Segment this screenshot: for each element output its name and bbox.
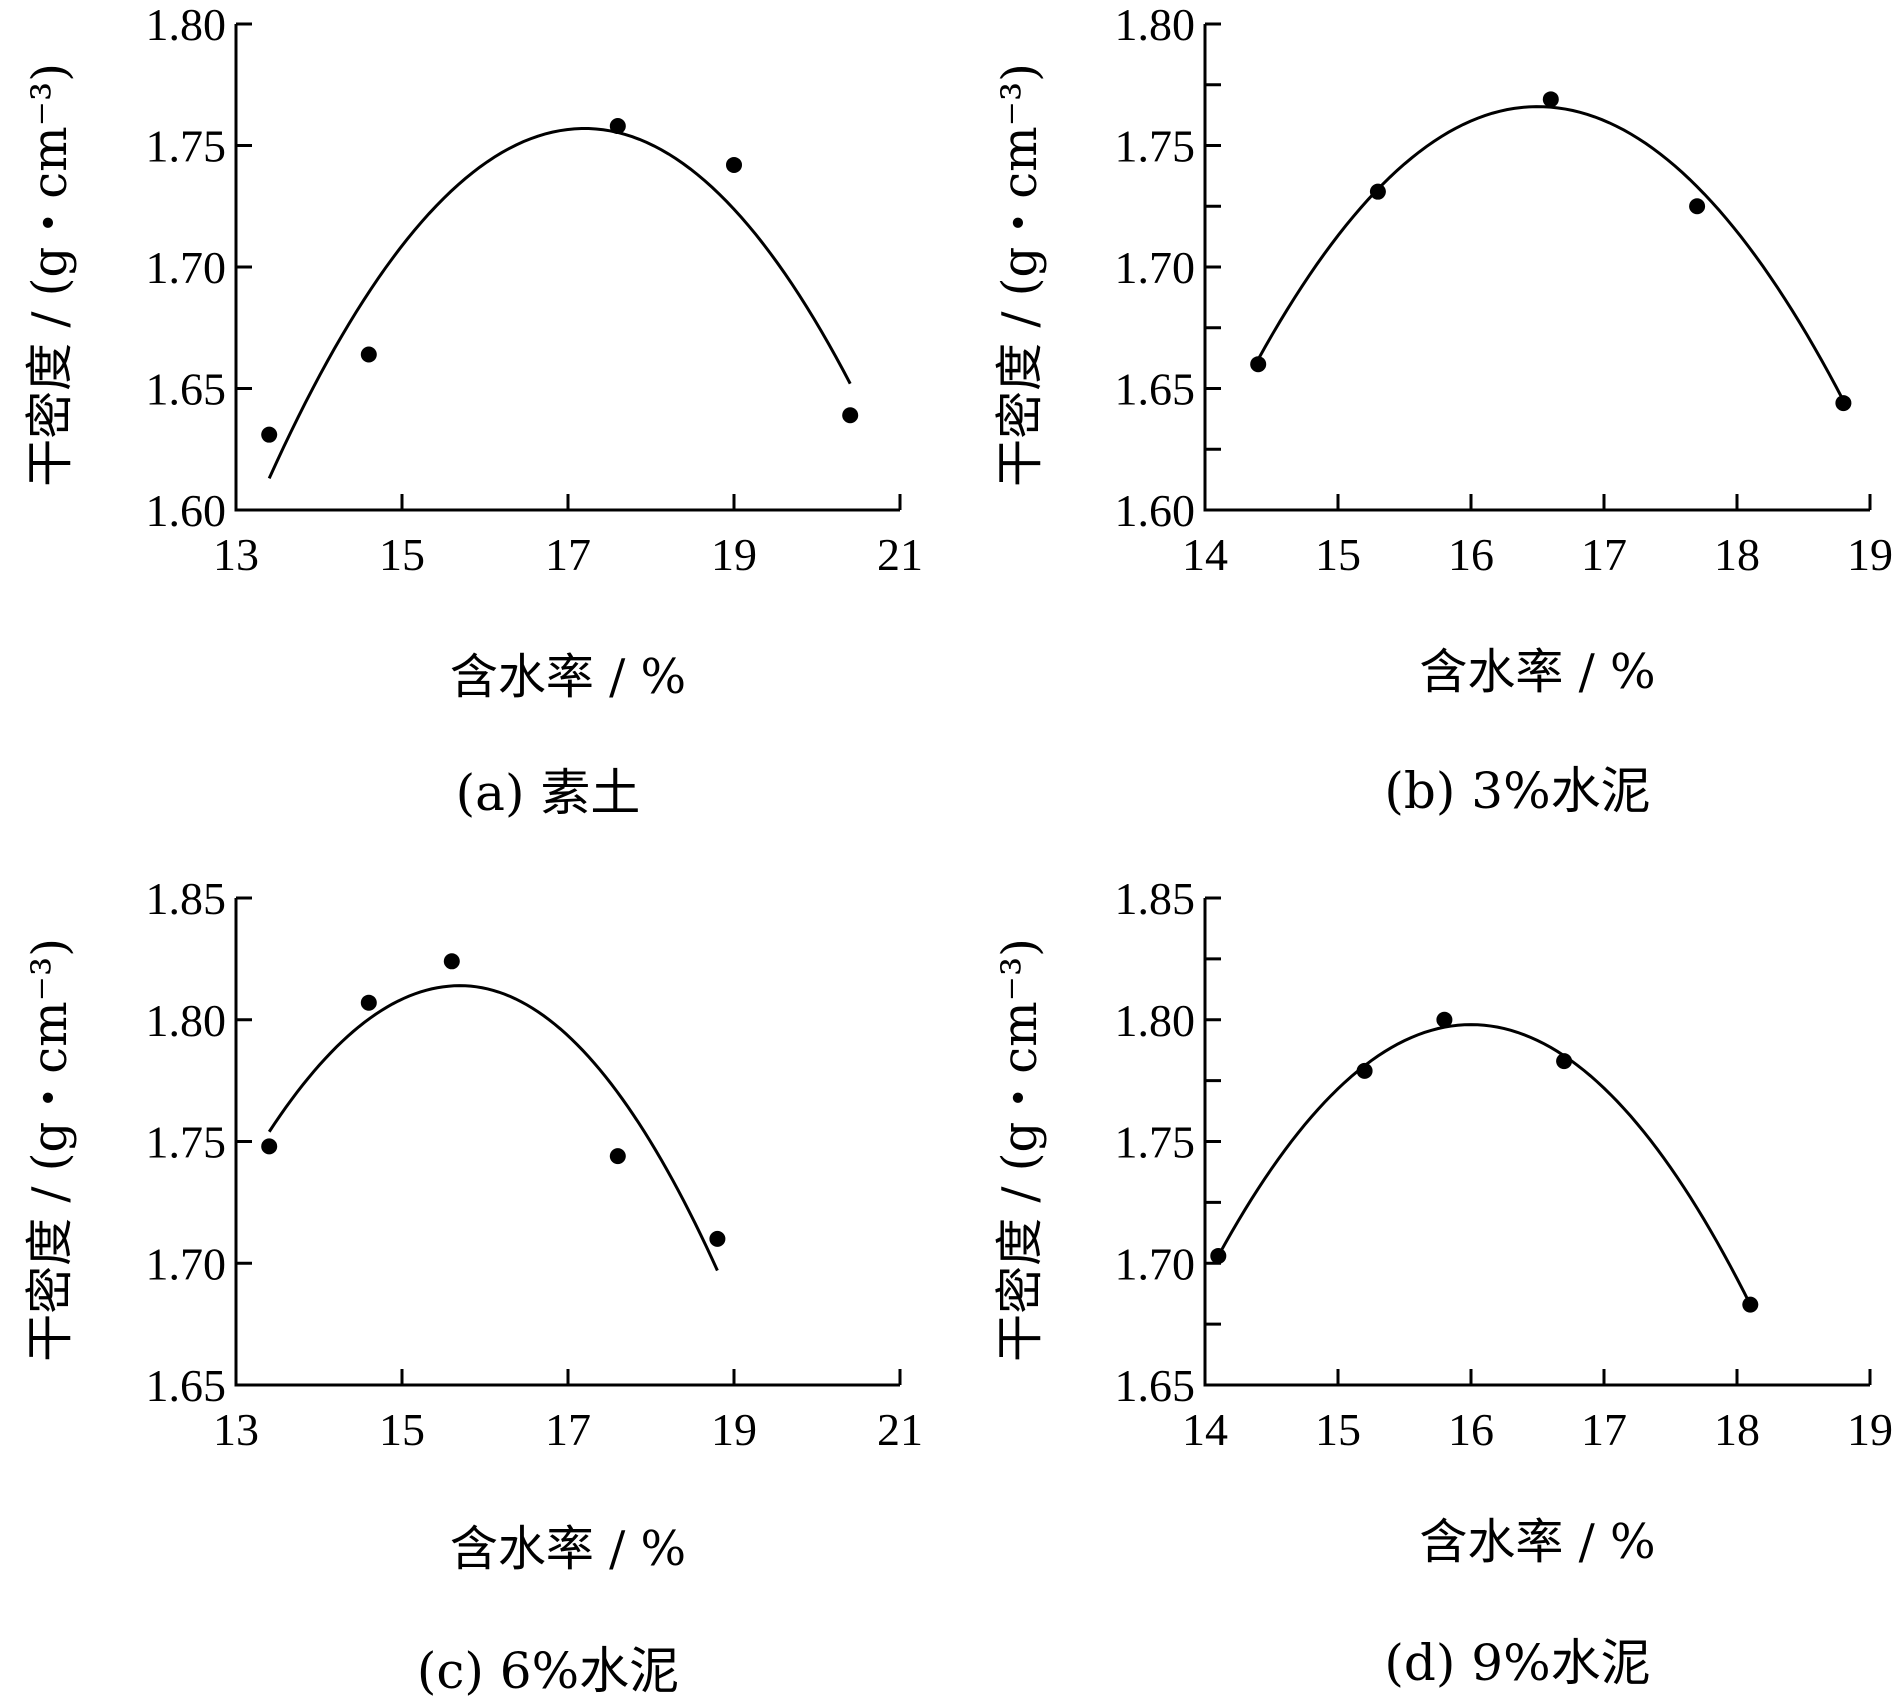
- data-point: [1250, 356, 1267, 373]
- y-tick-label: 1.70: [146, 1238, 227, 1289]
- y-tick-label: 1.65: [1115, 1360, 1196, 1411]
- data-point: [1436, 1011, 1453, 1028]
- x-tick-label: 19: [711, 1404, 757, 1455]
- y-tick-label: 1.75: [146, 1117, 227, 1168]
- fit-curve: [1256, 105, 1845, 402]
- data-point: [360, 346, 377, 363]
- fit-curve: [267, 984, 719, 1272]
- x-tick-label: 17: [1581, 529, 1627, 580]
- y-tick-label: 1.65: [146, 1360, 227, 1411]
- data-point: [726, 156, 742, 173]
- data-point: [1210, 1247, 1227, 1264]
- x-tick-label: 18: [1714, 1404, 1760, 1455]
- x-tick-label: 19: [1847, 529, 1893, 580]
- y-tick-label: 1.65: [1115, 364, 1196, 415]
- x-tick-label: 16: [1448, 1404, 1494, 1455]
- chart-panel-3: 1.65 1.70 1.75 1.80 1.85 13 15 17 19 21 含水率 / % 干密度…: [22, 873, 923, 1700]
- x-axis-label: 含水率 / %: [450, 649, 686, 705]
- axis-frame: [234, 898, 900, 1387]
- data-point: [609, 118, 626, 135]
- x-tick-label: 15: [379, 1404, 425, 1455]
- y-tick-label: 1.85: [1115, 873, 1196, 924]
- x-tick-label: 13: [213, 1404, 259, 1455]
- y-tick-label: 1.85: [146, 873, 227, 924]
- panel-caption: (d) 9%水泥: [1384, 1634, 1650, 1692]
- chart-panel-1: 1.60 1.65 1.70 1.75 1.80 13 15 17 19 21 含水率 / % 干密度…: [22, 0, 923, 822]
- data-point: [709, 1230, 726, 1247]
- y-tick-label: 1.75: [146, 121, 227, 172]
- y-tick-label: 1.65: [146, 364, 227, 415]
- data-point: [1542, 91, 1559, 108]
- y-tick-label: 1.70: [1115, 242, 1196, 293]
- data-point: [1835, 395, 1852, 412]
- y-tick-label: 1.75: [1115, 121, 1196, 172]
- y-tick-label: 1.70: [1115, 1238, 1196, 1289]
- fit-curve: [267, 127, 852, 480]
- y-axis-label: 干密度 / (g・cm⁻³): [22, 63, 78, 487]
- y-tick-label: 1.60: [146, 485, 227, 536]
- data-point: [842, 407, 859, 424]
- y-axis-label: 干密度 / (g・cm⁻³): [992, 938, 1048, 1362]
- y-axis-label: 干密度 / (g・cm⁻³): [22, 938, 78, 1362]
- y-tick-label: 1.75: [1115, 1117, 1196, 1168]
- fit-curve: [1216, 1023, 1752, 1306]
- x-tick-label: 19: [1847, 1404, 1893, 1455]
- x-tick-label: 15: [1315, 529, 1361, 580]
- x-axis-label: 含水率 / %: [1419, 644, 1655, 700]
- axis-frame: [1203, 24, 1870, 512]
- y-tick-label: 1.80: [146, 995, 227, 1046]
- panel-caption: (b) 3%水泥: [1384, 762, 1650, 820]
- x-tick-label: 14: [1182, 1404, 1228, 1455]
- x-axis-label: 含水率 / %: [1419, 1514, 1655, 1570]
- x-tick-label: 16: [1448, 529, 1494, 580]
- data-point: [1356, 1062, 1373, 1079]
- data-point: [1742, 1296, 1759, 1313]
- y-tick-label: 1.60: [1115, 485, 1196, 536]
- x-tick-label: 14: [1182, 529, 1228, 580]
- x-tick-label: 17: [545, 529, 591, 580]
- x-tick-label: 17: [1581, 1404, 1627, 1455]
- chart-panel-2: 1.60 1.65 1.70 1.75 1.80 14 15 16 17 18 19 含水率 / % 干…: [992, 0, 1893, 820]
- y-tick-label: 1.80: [1115, 0, 1196, 50]
- y-tick-label: 1.80: [146, 0, 227, 50]
- y-tick-label: 1.80: [1115, 995, 1196, 1046]
- panel-caption: (a) 素土: [456, 764, 641, 822]
- y-axis-label: 干密度 / (g・cm⁻³): [992, 63, 1048, 487]
- x-tick-label: 13: [213, 529, 259, 580]
- chart-panel-4: 1.65 1.70 1.75 1.80 1.85 14 15 16 17 18 19 含水率 / % 干…: [992, 873, 1893, 1692]
- panel-caption: (c) 6%水泥: [417, 1642, 679, 1700]
- x-tick-label: 15: [1315, 1404, 1361, 1455]
- data-point: [1369, 183, 1386, 200]
- axis-frame: [234, 24, 900, 512]
- x-tick-label: 19: [711, 529, 757, 580]
- data-point: [1689, 198, 1706, 215]
- x-tick-label: 18: [1714, 529, 1760, 580]
- x-axis-label: 含水率 / %: [450, 1521, 686, 1577]
- data-point: [1556, 1053, 1573, 1070]
- x-tick-label: 15: [379, 529, 425, 580]
- x-tick-label: 17: [545, 1404, 591, 1455]
- data-point: [443, 953, 460, 970]
- axis-frame: [1203, 898, 1870, 1387]
- x-tick-label: 21: [877, 1404, 923, 1455]
- x-tick-label: 21: [877, 529, 923, 580]
- data-point: [609, 1148, 626, 1165]
- data-point: [261, 426, 278, 443]
- data-point: [261, 1138, 278, 1155]
- data-point: [360, 994, 377, 1011]
- y-tick-label: 1.70: [146, 242, 227, 293]
